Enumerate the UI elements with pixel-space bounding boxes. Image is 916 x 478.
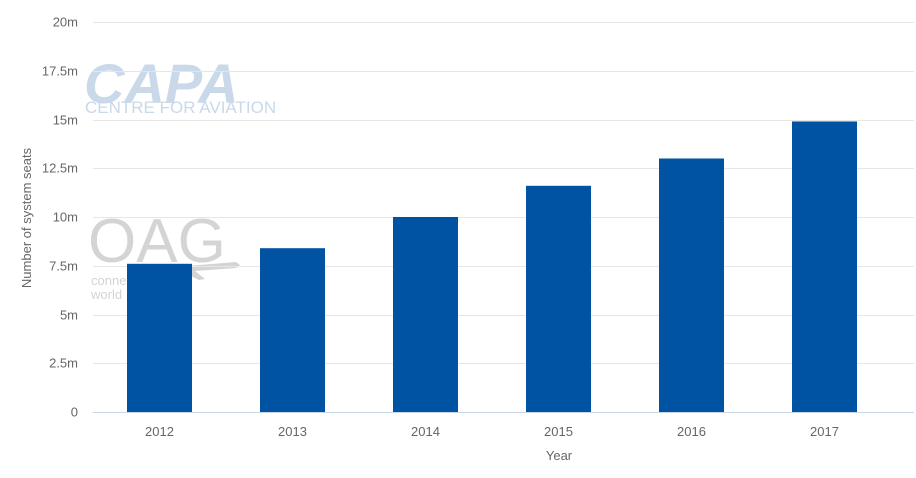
y-tick-label: 0 [71, 405, 78, 420]
y-tick-label: 15m [53, 113, 78, 128]
bar-2015 [526, 185, 591, 412]
y-axis-title: Number of system seats [19, 147, 34, 288]
oag-tagline-line1: conne [91, 273, 126, 288]
bar-2013 [260, 248, 325, 412]
y-tick-label: 5m [60, 308, 78, 323]
bar-2014 [393, 217, 458, 412]
bar-2016 [659, 158, 724, 412]
y-tick-label: 10m [53, 210, 78, 225]
capa-logo-watermark: CAPA [84, 52, 239, 115]
y-tick-label: 12.5m [42, 161, 78, 176]
y-tick-label: 20m [53, 15, 78, 30]
bar-2012 [127, 263, 192, 412]
y-tick-label: 7.5m [49, 259, 78, 274]
x-tick-label: 2016 [677, 424, 706, 439]
x-tick-label: 2017 [810, 424, 839, 439]
bars-layer [127, 121, 857, 412]
bar-2017 [792, 121, 857, 412]
capa-subtitle-watermark: CENTRE FOR AVIATION [85, 98, 276, 117]
grid-layer [93, 22, 914, 364]
y-tick-label: 17.5m [42, 64, 78, 79]
oag-tagline-line2: world [90, 287, 122, 302]
x-axis-title: Year [546, 448, 573, 463]
axes-layer: 0 2.5m 5m 7.5m 10m 12.5m 15m 17.5m 20m 2012 2013 20… [42, 15, 914, 439]
x-tick-label: 2013 [278, 424, 307, 439]
y-tick-label: 2.5m [49, 356, 78, 371]
x-tick-label: 2012 [145, 424, 174, 439]
x-tick-label: 2015 [544, 424, 573, 439]
x-tick-label: 2014 [411, 424, 440, 439]
